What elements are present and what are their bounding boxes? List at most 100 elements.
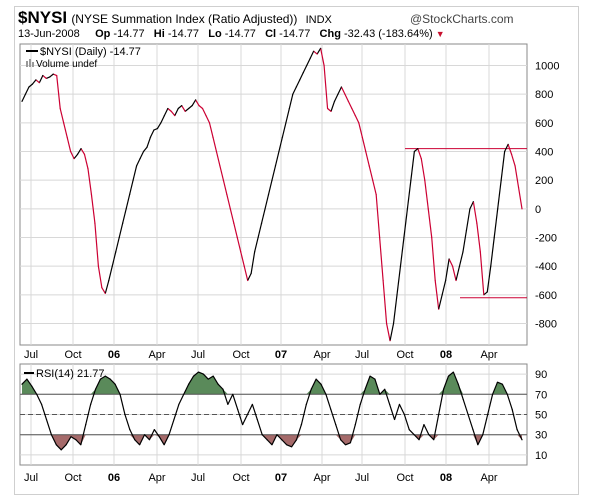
nysi-series-segment [281, 122, 287, 138]
nysi-data-point [215, 150, 218, 153]
nysi-series-segment [479, 251, 485, 295]
rsi-data-point [94, 388, 97, 390]
nysi-data-point [90, 193, 93, 196]
nysi-xtick-label: Oct [396, 349, 413, 361]
rsi-data-point [359, 403, 361, 405]
nysi-data-point [177, 107, 179, 110]
rsi-series-segment [340, 439, 346, 446]
nysi-ytick-label: -400 [535, 261, 557, 273]
rsi-data-point [467, 413, 469, 416]
nysi-series-segment [309, 50, 315, 59]
rsi-series-segment [251, 404, 258, 420]
nysi-series-segment [77, 148, 82, 155]
rsi-data-point [70, 436, 72, 438]
nysi-data-point [73, 158, 75, 160]
nysi-series-segment [500, 151, 506, 181]
rsi-data-point [310, 388, 312, 390]
legend-nysi: $NYSI (Daily) -14.77 [40, 46, 141, 58]
nysi-data-point [226, 193, 228, 196]
rsi-xtick-label: Apr [148, 472, 165, 484]
rsi-series-segment [320, 383, 327, 395]
rsi-series-segment [183, 383, 190, 395]
rsi-data-point [266, 439, 268, 441]
volume-bars-icon [29, 59, 31, 67]
nysi-data-point [295, 86, 297, 88]
rsi-series-segment [379, 388, 386, 395]
nysi-data-point [281, 136, 284, 138]
nysi-data-point [229, 208, 231, 210]
open-label: Op [95, 28, 111, 40]
rsi-series-segment [70, 436, 77, 441]
nysi-series-segment [132, 165, 138, 181]
rsi-data-point [60, 449, 62, 451]
brand-logo: @StockCharts.com [410, 12, 514, 26]
nysi-series-segment [156, 122, 162, 129]
rsi-series-segment [266, 439, 273, 446]
rsi-series-segment [207, 375, 214, 380]
nysi-data-point [379, 236, 381, 239]
rsi-series-segment [242, 414, 249, 425]
nysi-data-point [469, 208, 471, 210]
rsi-series-segment [281, 439, 288, 446]
nysi-series-segment [229, 208, 235, 224]
rsi-xtick-label: Oct [232, 472, 249, 484]
nysi-series-segment [28, 83, 33, 88]
nysi-data-point [455, 279, 457, 282]
nysi-ytick-label: 600 [535, 118, 553, 130]
rsi-series-segment [462, 399, 469, 415]
nysi-series-segment [361, 137, 367, 152]
nysi-series-segment [219, 165, 224, 181]
nysi-series-segment [351, 108, 356, 116]
rsi-series-segment [36, 394, 43, 405]
nysi-data-point [504, 150, 506, 153]
nysi-series-segment [445, 258, 450, 281]
rsi-series-segment [193, 371, 199, 377]
rsi-data-point [442, 388, 445, 390]
rsi-xtick-label: Oct [396, 472, 413, 484]
nysi-data-point [500, 179, 502, 181]
nysi-series-segment [323, 65, 329, 109]
nysi-series-segment [320, 48, 325, 66]
nysi-series-segment [63, 122, 68, 138]
rsi-data-point [271, 444, 273, 446]
nysi-ytick-label: -600 [535, 290, 557, 302]
nysi-data-point [493, 236, 495, 239]
nysi-data-point [101, 287, 103, 289]
nysi-data-point [267, 193, 270, 196]
nysi-series-segment [264, 194, 270, 209]
nysi-xtick-label: Oct [64, 349, 81, 361]
nysi-series-segment [465, 208, 471, 231]
nysi-series-segment [167, 108, 172, 112]
rsi-series-segment [477, 434, 484, 446]
nysi-data-point [354, 115, 356, 117]
rsi-xtick-label: Jul [24, 472, 38, 484]
rsi-series-segment [163, 434, 170, 446]
nysi-series-segment [438, 294, 443, 310]
nysi-series-segment [66, 137, 72, 152]
nysi-data-point [21, 100, 23, 102]
nysi-series-segment [101, 287, 106, 294]
nysi-data-point [56, 74, 58, 77]
volume-bars-icon [26, 61, 28, 67]
rsi-series-segment [41, 404, 48, 420]
nysi-data-point [316, 53, 318, 55]
nysi-data-point [146, 146, 148, 148]
nysi-series-segment [431, 237, 436, 281]
rsi-series-segment [335, 424, 342, 440]
nysi-data-point [94, 222, 96, 224]
nysi-data-point [361, 136, 363, 138]
rsi-series-segment [222, 389, 229, 405]
nysi-series-segment [87, 168, 93, 195]
rsi-series-segment [448, 371, 454, 377]
nysi-xtick-label: 07 [275, 349, 287, 361]
rsi-data-point [418, 439, 420, 441]
nysi-series-segment [372, 180, 377, 195]
rsi-data-point [251, 403, 253, 405]
nysi-data-point [483, 294, 485, 296]
rsi-data-point [188, 383, 190, 385]
nysi-series-segment [392, 294, 398, 324]
rsi-series-segment [408, 429, 415, 436]
rsi-data-point [261, 434, 263, 436]
rsi-series-segment [310, 378, 317, 390]
